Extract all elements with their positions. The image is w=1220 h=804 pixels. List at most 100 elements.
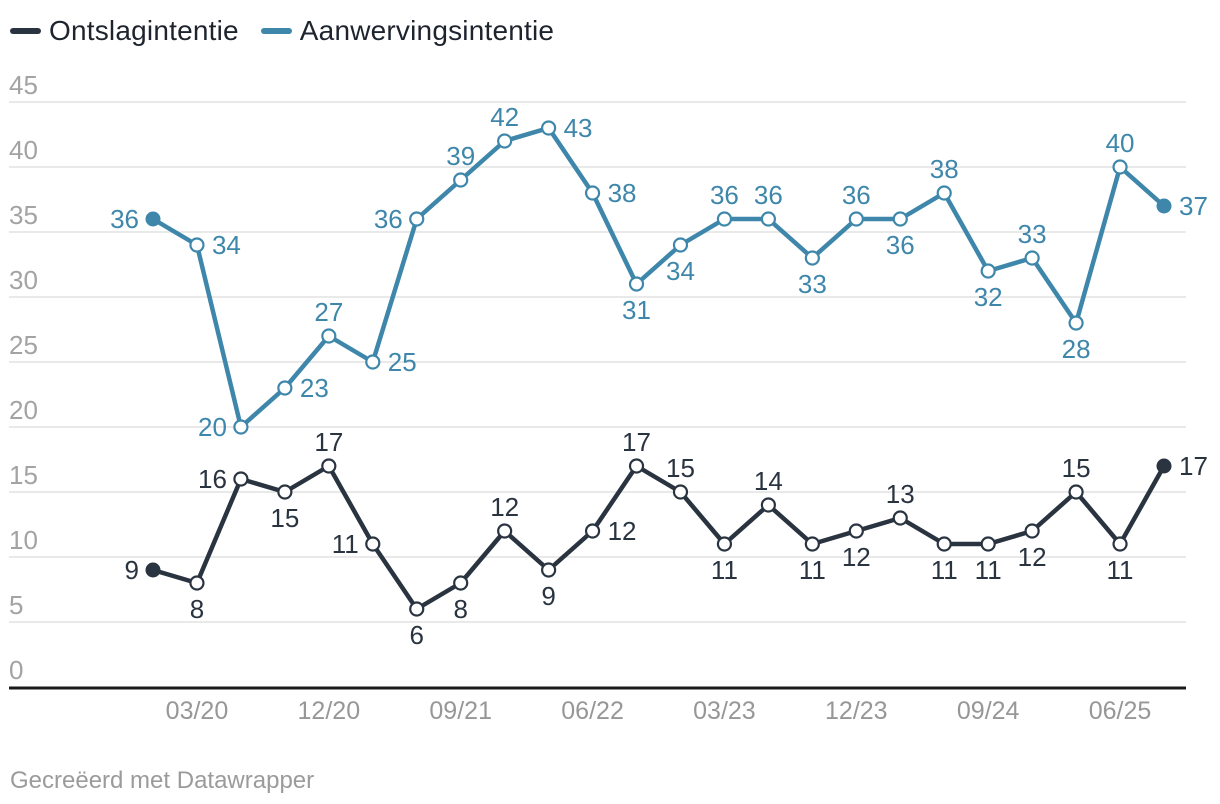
data-point-marker [321,328,337,344]
data-point-label: 36 [886,230,915,260]
x-tick-label: 12/20 [298,697,361,725]
legend-swatch-ontslagintentie [10,28,41,34]
legend-item-ontslagintentie: Ontslagintentie [10,15,239,47]
data-point-marker [453,575,469,591]
data-point-marker [760,497,776,513]
data-point-label: 31 [622,295,651,325]
x-tick-label: 09/24 [957,697,1020,725]
data-point-label: 36 [374,204,403,234]
data-point-marker [1156,458,1172,474]
data-point-marker [716,536,733,552]
data-point-marker [980,263,996,279]
data-point-marker [1024,250,1040,266]
data-point-marker [497,133,513,149]
data-point-label: 38 [930,154,959,184]
data-point-marker [233,419,249,435]
data-point-label: 17 [314,427,343,457]
data-point-marker [145,211,161,227]
data-point-label: 9 [125,555,139,585]
data-point-label: 34 [212,230,241,260]
data-point-marker [584,185,601,201]
data-point-label: 38 [608,178,637,208]
datawrapper-attribution-link[interactable]: Gecreëerd met Datawrapper [10,767,315,794]
data-point-label: 17 [622,427,651,457]
legend: Ontslagintentie Aanwervingsintentie [10,15,554,47]
data-point-label: 11 [931,555,958,585]
y-tick-label: 5 [9,590,23,620]
y-tick-label: 0 [9,655,23,685]
data-point-marker [584,523,601,539]
x-tick-label: 06/25 [1089,697,1152,725]
data-point-marker [936,185,952,201]
data-point-marker [541,120,557,136]
x-tick-label: 12/23 [825,697,888,725]
data-point-label: 11 [1107,555,1134,585]
data-point-label: 34 [666,256,695,286]
y-tick-label: 15 [9,460,38,490]
data-point-label: 40 [1106,128,1135,158]
data-point-marker [1068,315,1084,331]
data-point-marker [848,523,864,539]
data-point-label: 25 [388,347,417,377]
data-point-label: 12 [1018,542,1047,572]
data-point-label: 12 [490,492,519,522]
data-point-marker [672,484,689,500]
data-point-label: 33 [1018,219,1047,249]
data-point-marker [848,211,864,227]
data-point-marker [804,250,820,266]
data-point-label: 20 [198,412,227,442]
data-point-label: 8 [453,594,467,624]
y-tick-label: 10 [9,525,38,555]
data-point-marker [365,354,381,370]
data-point-label: 28 [1062,334,1091,364]
data-point-marker [409,211,425,227]
data-point-label: 43 [564,113,593,143]
data-point-label: 15 [1062,453,1091,483]
data-point-marker [189,575,205,591]
data-point-marker [628,276,645,292]
legend-label-aanwervingsintentie: Aanwervingsintentie [299,15,555,46]
data-point-label: 12 [608,516,637,546]
data-point-marker [497,523,513,539]
data-point-label: 33 [798,269,827,299]
data-point-marker [760,211,776,227]
data-point-marker [321,458,337,474]
data-point-label: 39 [446,141,475,171]
data-point-marker [277,484,293,500]
data-point-marker [892,510,908,526]
data-point-marker [453,172,469,188]
data-point-marker [936,536,952,552]
x-tick-label: 03/20 [166,697,229,725]
legend-item-aanwervingsintentie: Aanwervingsintentie [260,15,555,47]
data-point-label: 9 [541,581,555,611]
data-point-marker [892,211,908,227]
x-tick-label: 03/23 [693,697,756,725]
data-point-marker [672,237,689,253]
data-point-label: 11 [975,555,1002,585]
data-point-marker [541,562,557,578]
legend-label-ontslagintentie: Ontslagintentie [49,15,239,46]
data-point-label: 23 [300,373,329,403]
data-point-label: 8 [190,594,204,624]
data-point-label: 14 [754,466,783,496]
data-point-label: 6 [410,620,424,650]
legend-swatch-aanwervingsintentie [260,28,292,34]
data-point-label: 11 [711,555,738,585]
data-point-label: 16 [198,464,227,494]
data-point-label: 17 [1179,451,1208,481]
data-point-marker [716,211,733,227]
data-point-marker [980,536,996,552]
y-tick-label: 25 [9,330,38,360]
data-point-label: 36 [110,204,139,234]
data-point-marker [277,380,293,396]
y-tick-label: 30 [9,265,38,295]
data-point-label: 11 [799,555,826,585]
y-tick-label: 40 [9,135,38,165]
data-point-marker [804,536,820,552]
y-tick-label: 20 [9,395,38,425]
data-point-marker [189,237,205,253]
data-point-label: 37 [1179,191,1208,221]
x-tick-label: 09/21 [429,697,492,725]
data-point-label: 11 [332,529,359,559]
